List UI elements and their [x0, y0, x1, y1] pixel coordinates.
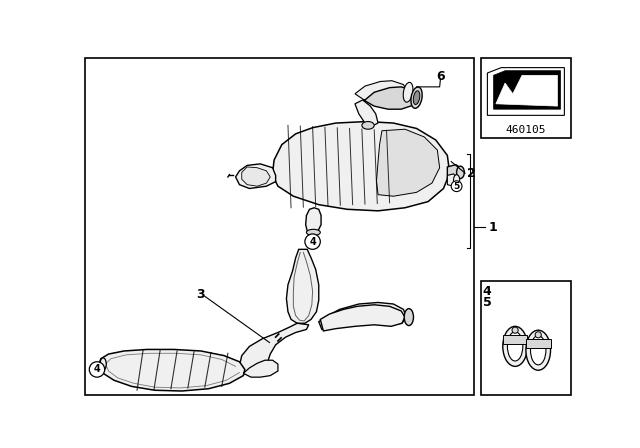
- Ellipse shape: [100, 358, 106, 370]
- Polygon shape: [287, 250, 319, 323]
- Ellipse shape: [456, 166, 464, 178]
- Bar: [481, 58, 570, 138]
- Ellipse shape: [403, 82, 413, 102]
- Bar: [86, 58, 474, 395]
- Polygon shape: [355, 100, 378, 127]
- Ellipse shape: [307, 229, 320, 236]
- Circle shape: [305, 234, 320, 250]
- Circle shape: [451, 181, 462, 192]
- Ellipse shape: [411, 87, 422, 108]
- Text: 3: 3: [196, 288, 205, 301]
- Polygon shape: [488, 68, 564, 116]
- Polygon shape: [447, 165, 460, 180]
- Polygon shape: [236, 164, 276, 189]
- Ellipse shape: [531, 336, 546, 365]
- Text: 460105: 460105: [506, 125, 546, 134]
- Polygon shape: [493, 71, 561, 109]
- Ellipse shape: [362, 121, 374, 129]
- Text: 6: 6: [436, 69, 445, 82]
- Text: 1: 1: [488, 220, 497, 233]
- Ellipse shape: [503, 326, 527, 366]
- Text: 4: 4: [483, 285, 492, 298]
- Circle shape: [512, 327, 518, 333]
- Text: 4: 4: [309, 237, 316, 247]
- Circle shape: [535, 332, 541, 338]
- Polygon shape: [319, 302, 406, 329]
- Text: 5: 5: [454, 182, 460, 191]
- Polygon shape: [364, 87, 417, 109]
- Polygon shape: [503, 335, 527, 344]
- Text: 4: 4: [93, 365, 100, 375]
- Ellipse shape: [413, 91, 420, 104]
- Ellipse shape: [404, 309, 413, 326]
- Polygon shape: [376, 129, 440, 196]
- Polygon shape: [496, 75, 557, 106]
- Polygon shape: [99, 349, 245, 391]
- Polygon shape: [447, 174, 456, 186]
- Polygon shape: [306, 208, 321, 233]
- Polygon shape: [320, 305, 405, 331]
- Text: 5: 5: [483, 296, 492, 309]
- Ellipse shape: [526, 330, 550, 370]
- Polygon shape: [243, 360, 278, 377]
- Polygon shape: [355, 81, 408, 104]
- Bar: [481, 281, 570, 395]
- Ellipse shape: [454, 175, 460, 185]
- Polygon shape: [242, 167, 270, 186]
- Ellipse shape: [95, 363, 102, 375]
- Text: 2: 2: [467, 167, 476, 180]
- Ellipse shape: [508, 332, 523, 361]
- Circle shape: [90, 362, 105, 377]
- Polygon shape: [239, 323, 308, 375]
- Polygon shape: [526, 339, 550, 348]
- Polygon shape: [273, 121, 450, 211]
